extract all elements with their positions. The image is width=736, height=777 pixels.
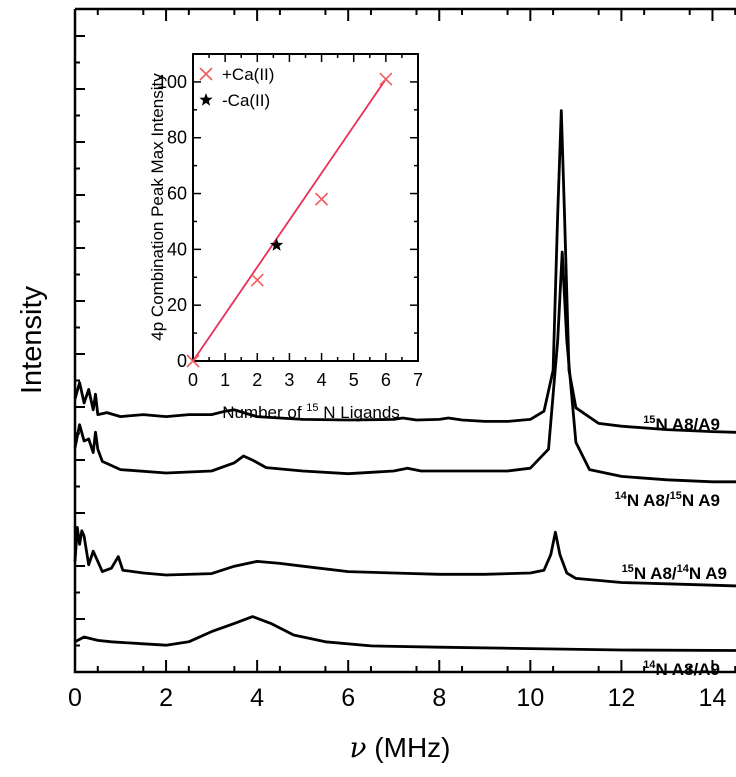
x-tick-label: 14 (699, 684, 727, 712)
spectrum-trace (73, 250, 736, 484)
inset-data-point-x (186, 354, 200, 368)
inset-legend: +Ca(II) -Ca(II) (199, 65, 274, 110)
inset-y-tick-label: 0 (177, 351, 187, 371)
inset-x-tick-label: 2 (252, 370, 262, 390)
x-tick-label: 4 (250, 684, 264, 712)
series-label-text: N A8/A9 (655, 415, 720, 434)
inset-x-tick-label: 5 (349, 370, 359, 390)
x-tick-label: 12 (607, 684, 635, 712)
spectrum-trace (74, 615, 736, 652)
inset-y-axis-label: 4p Combination Peak Max Intensity (148, 73, 167, 341)
series-label-text: N A8/ (627, 491, 670, 510)
inset-data-point-x (315, 192, 329, 206)
inset-data-point-x (379, 72, 393, 86)
inset-x-tick-label: 4 (317, 370, 327, 390)
inset-x-axis-label-superscript: 15 (306, 402, 318, 414)
series-label-superscript: 14 (615, 490, 628, 502)
inset-x-tick-label: 1 (220, 370, 230, 390)
series-label-superscript: 14 (677, 563, 690, 575)
series-label-text: N A8/ (634, 564, 677, 583)
series-label: 14N A8/A9 (643, 659, 720, 679)
legend-marker-x (199, 67, 213, 81)
inset-data-point-star (269, 238, 284, 251)
inset-data-point-x (250, 273, 264, 287)
inset-x-axis-label: Number of 15 N Ligands (222, 402, 400, 422)
x-tick-label: 6 (341, 684, 355, 712)
series-label-superscript: 15 (670, 490, 682, 502)
inset-x-tick-label: 6 (381, 370, 391, 390)
inset-plot: 0 1 2 3 4 5 6 7 0 20 40 60 80 100 +Ca(II) -Ca(II) 4p Com… (148, 53, 423, 422)
series-label-superscript: 15 (643, 414, 655, 426)
x-tick-label: 8 (432, 684, 446, 712)
x-axis-label-unit: (MHz) (367, 732, 451, 763)
x-tick-label: 0 (68, 684, 82, 712)
series-label-superscript: 15 (622, 563, 634, 575)
inset-y-tick-label: 100 (157, 72, 187, 92)
legend-marker-star (199, 93, 213, 106)
series-label-superscript: 14 (643, 659, 656, 671)
inset-x-axis-label-text: Number of (222, 403, 306, 422)
inset-fit-line (192, 78, 387, 362)
inset-y-tick-label: 60 (167, 184, 187, 204)
series-label: 15N A8/14N A9 (622, 563, 727, 583)
inset-y-tick-label: 20 (167, 295, 187, 315)
inset-frame (192, 53, 419, 362)
y-axis-label: Intensity (16, 286, 48, 394)
spectrum-trace (73, 526, 736, 588)
inset-x-axis-label-text: N Ligands (319, 403, 400, 422)
inset-y-tick-label: 80 (167, 128, 187, 148)
legend-entry-label: -Ca(II) (222, 91, 270, 110)
inset-y-tick-label: 40 (167, 239, 187, 259)
series-label: 15N A8/A9 (643, 414, 720, 434)
series-label-text: N A9 (689, 564, 727, 583)
spectrum-trace (73, 109, 736, 434)
series-label-text: N A9 (682, 491, 720, 510)
x-axis-label-symbol: ν (349, 731, 366, 764)
series-label: 14N A8/15N A9 (615, 490, 720, 510)
legend-entry-label: +Ca(II) (222, 65, 274, 84)
inset-x-tick-label: 0 (188, 370, 198, 390)
inset-x-tick-label: 7 (413, 370, 423, 390)
x-tick-label: 10 (516, 684, 544, 712)
x-tick-label: 2 (159, 684, 173, 712)
series-label-text: N A8/A9 (655, 660, 720, 679)
inset-x-tick-label: 3 (284, 370, 294, 390)
x-axis-label: ν (MHz) (349, 731, 450, 764)
